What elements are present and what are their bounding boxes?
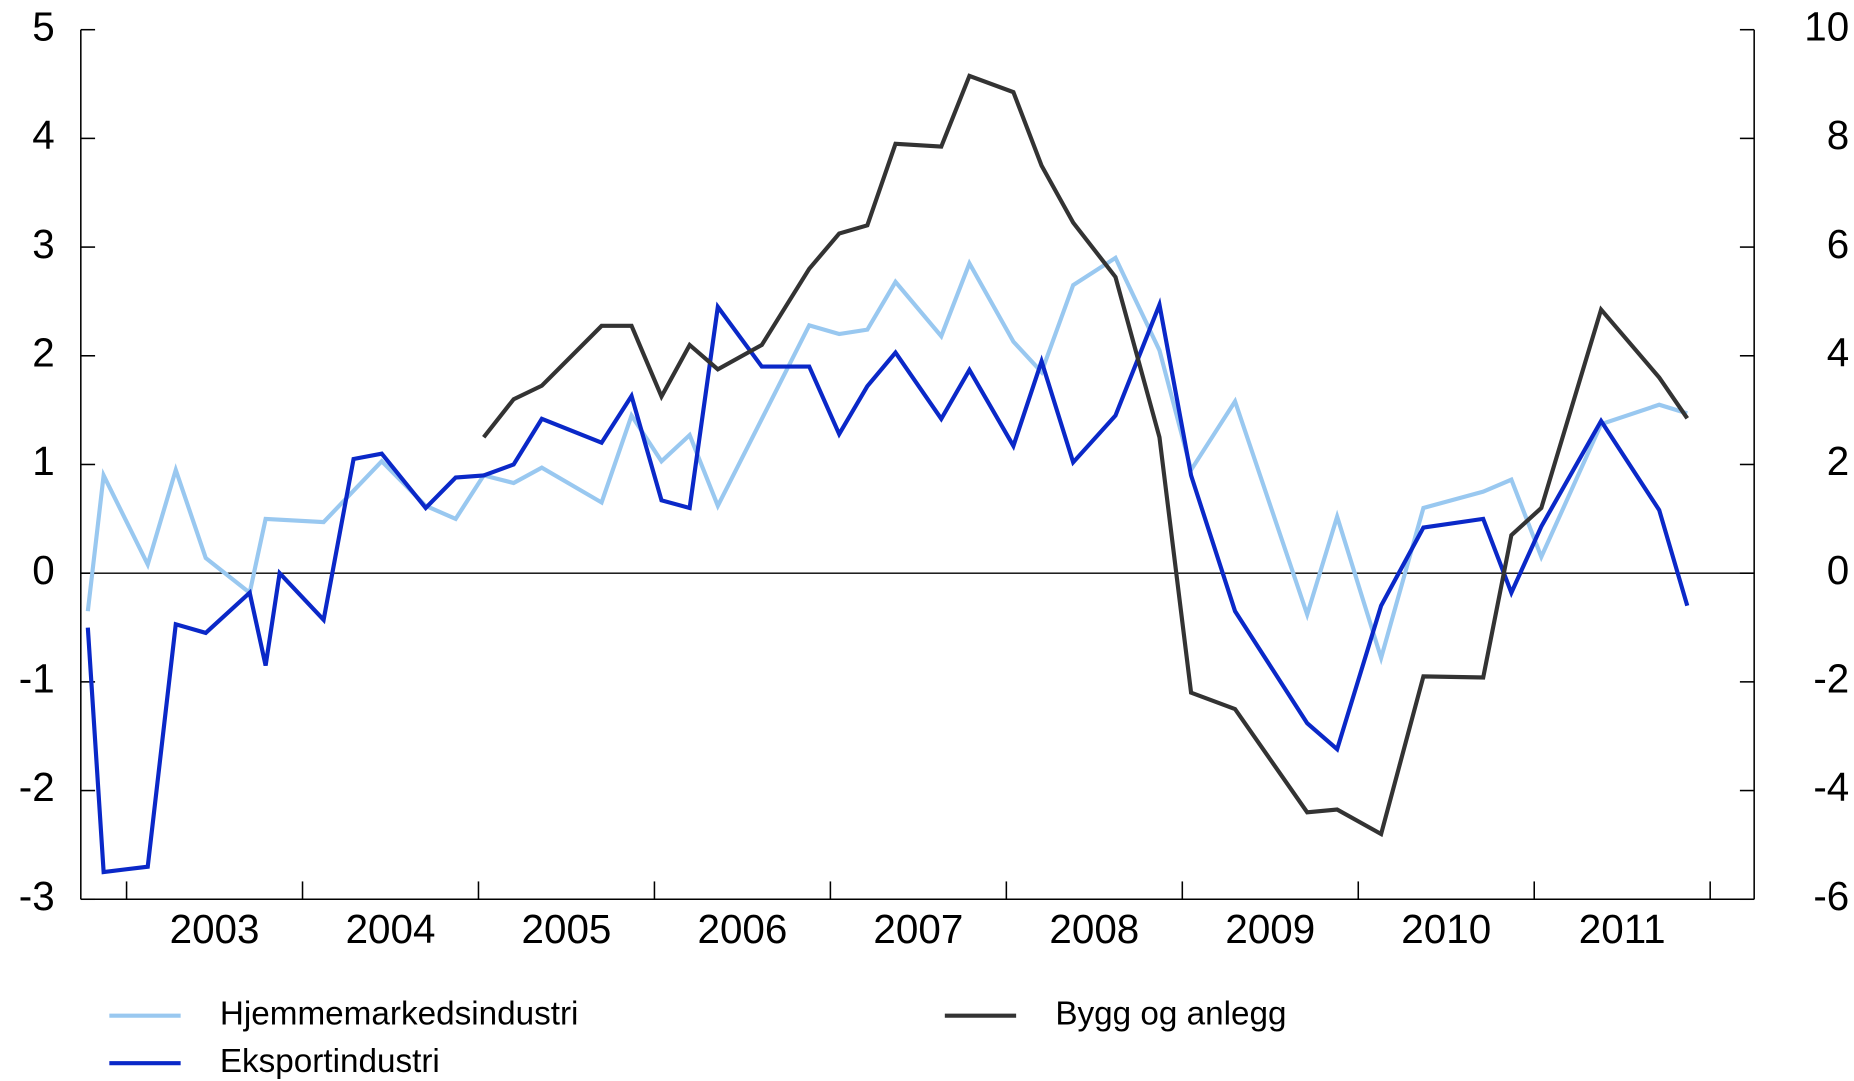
y2-tick-label: -6 [1813, 873, 1849, 919]
x-tick-label: 2004 [346, 906, 436, 952]
x-tick-label: 2007 [873, 906, 963, 952]
legend-label: Eksportindustri [220, 1043, 440, 1080]
legend-label: Bygg og anlegg [1055, 995, 1286, 1032]
y-tick-label: 3 [32, 221, 54, 267]
x-tick-label: 2011 [1579, 906, 1666, 952]
y-tick-label: 5 [32, 3, 54, 49]
y2-tick-label: 6 [1827, 221, 1849, 267]
x-tick-label: 2003 [170, 906, 260, 952]
x-tick-label: 2009 [1225, 906, 1315, 952]
legend-label: Hjemmemarkedsindustri [220, 995, 579, 1032]
y2-tick-label: -2 [1813, 656, 1849, 702]
x-tick-label: 2005 [522, 906, 612, 952]
y-tick-label: 4 [32, 112, 54, 158]
y2-tick-label: 0 [1827, 547, 1849, 593]
y-tick-label: 0 [32, 547, 54, 593]
x-tick-label: 2008 [1049, 906, 1139, 952]
y-tick-label: -3 [19, 873, 55, 919]
series-line [482, 73, 1689, 838]
y-tick-label: 1 [32, 438, 54, 484]
x-tick-label: 2010 [1401, 906, 1491, 952]
y-tick-label: -1 [19, 656, 55, 702]
y-tick-label: 2 [32, 329, 54, 375]
series-line [85, 254, 1688, 666]
y-tick-label: -2 [19, 764, 55, 810]
y2-tick-label: 4 [1827, 329, 1849, 375]
y2-tick-label: 2 [1827, 438, 1849, 484]
y2-tick-label: -4 [1813, 764, 1849, 810]
y2-tick-label: 8 [1827, 112, 1849, 158]
series-line [85, 297, 1690, 875]
x-tick-label: 2006 [697, 906, 787, 952]
y2-tick-label: 10 [1804, 3, 1849, 49]
